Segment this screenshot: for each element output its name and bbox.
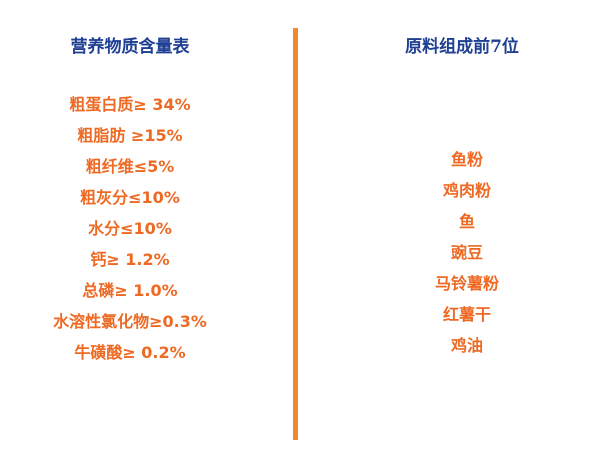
ingredient-item: 鱼粉	[450, 150, 483, 169]
nutrition-title: 营养物质含量表	[70, 37, 190, 57]
ingredient-item: 红薯干	[442, 305, 491, 324]
ingredient-item: 鱼	[458, 212, 475, 231]
ingredients-list: 鱼粉 鸡肉粉 鱼 豌豆 马铃薯粉 红薯干 鸡油	[367, 144, 567, 361]
nutrition-item: 粗脂肪 ≥15%	[77, 126, 183, 145]
nutrition-item: 粗蛋白质≥ 34%	[69, 95, 191, 114]
ingredients-title: 原料组成前7位	[405, 37, 519, 57]
nutrition-list: 粗蛋白质≥ 34% 粗脂肪 ≥15% 粗纤维≤5% 粗灰分≤10% 水分≤10%…	[20, 89, 240, 368]
ingredient-item: 豌豆	[450, 243, 483, 262]
nutrition-item: 牛磺酸≥ 0.2%	[74, 343, 186, 362]
nutrition-item: 水分≤10%	[88, 219, 172, 238]
divider	[293, 28, 298, 440]
nutrition-item: 钙≥ 1.2%	[90, 250, 170, 269]
nutrition-item: 粗纤维≤5%	[85, 157, 175, 176]
ingredient-item: 鸡油	[450, 336, 483, 355]
ingredient-item: 马铃薯粉	[434, 274, 499, 293]
nutrition-item: 粗灰分≤10%	[80, 188, 180, 207]
nutrition-item: 水溶性氯化物≥0.3%	[53, 312, 207, 331]
nutrition-item: 总磷≥ 1.0%	[82, 281, 178, 300]
ingredient-item: 鸡肉粉	[442, 181, 491, 200]
